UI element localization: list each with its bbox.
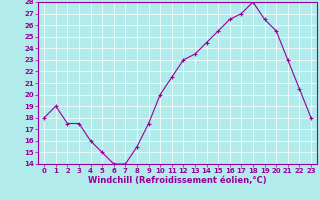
- X-axis label: Windchill (Refroidissement éolien,°C): Windchill (Refroidissement éolien,°C): [88, 176, 267, 185]
